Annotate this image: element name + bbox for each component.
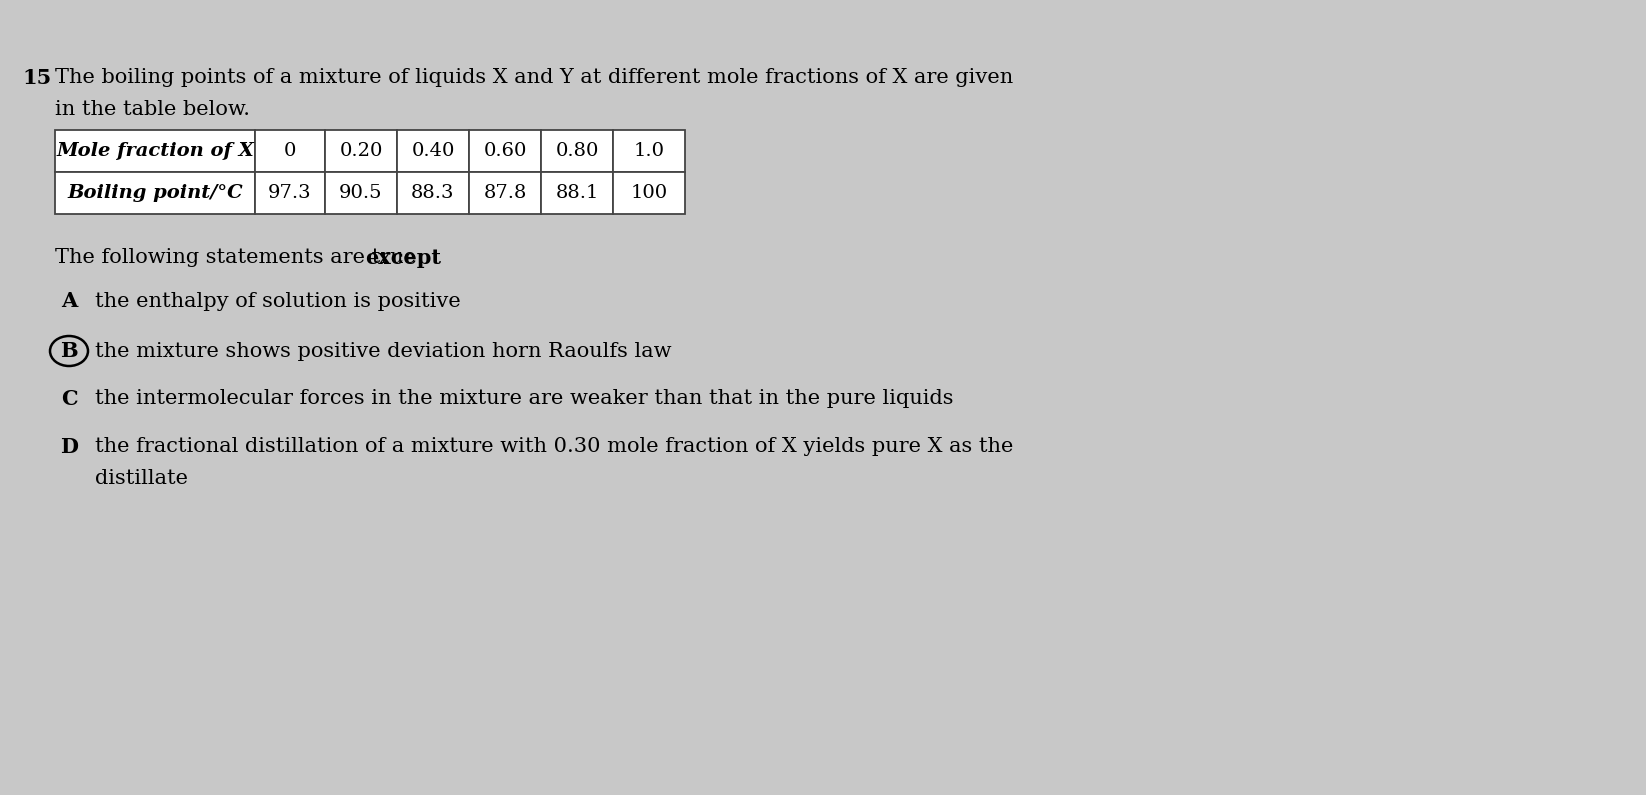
Bar xyxy=(469,130,542,172)
Text: in the table below.: in the table below. xyxy=(54,100,250,119)
Text: 0.60: 0.60 xyxy=(484,142,527,160)
Text: the mixture shows positive deviation horn Raoulfs law: the mixture shows positive deviation hor… xyxy=(95,342,672,360)
Bar xyxy=(469,172,542,214)
Text: The boiling points of a mixture of liquids X and Y at different mole fractions o: The boiling points of a mixture of liqui… xyxy=(54,68,1014,87)
Text: Boiling point/°C: Boiling point/°C xyxy=(67,184,244,202)
Text: 87.8: 87.8 xyxy=(484,184,527,202)
Text: the fractional distillation of a mixture with 0.30 mole fraction of X yields pur: the fractional distillation of a mixture… xyxy=(95,437,1014,456)
Text: C: C xyxy=(61,389,77,409)
Bar xyxy=(54,172,255,214)
Bar xyxy=(255,130,324,172)
Bar xyxy=(612,172,685,214)
Text: D: D xyxy=(59,437,77,457)
Text: 0.40: 0.40 xyxy=(412,142,454,160)
Text: the enthalpy of solution is positive: the enthalpy of solution is positive xyxy=(95,292,461,311)
Bar xyxy=(324,172,397,214)
Bar xyxy=(542,130,612,172)
Bar xyxy=(397,130,469,172)
Text: 88.1: 88.1 xyxy=(555,184,599,202)
Text: 90.5: 90.5 xyxy=(339,184,384,202)
Text: 0: 0 xyxy=(283,142,296,160)
Bar xyxy=(397,172,469,214)
Bar xyxy=(542,172,612,214)
Text: 15: 15 xyxy=(21,68,51,88)
Text: Mole fraction of X: Mole fraction of X xyxy=(56,142,253,160)
Bar xyxy=(324,130,397,172)
Text: 97.3: 97.3 xyxy=(268,184,311,202)
Bar xyxy=(54,130,255,172)
Text: the intermolecular forces in the mixture are weaker than that in the pure liquid: the intermolecular forces in the mixture… xyxy=(95,390,953,409)
Text: 0.20: 0.20 xyxy=(339,142,382,160)
Bar xyxy=(255,172,324,214)
Text: 88.3: 88.3 xyxy=(412,184,454,202)
Text: 100: 100 xyxy=(630,184,668,202)
Text: B: B xyxy=(61,341,77,361)
Text: except: except xyxy=(365,248,441,268)
Text: A: A xyxy=(61,291,77,311)
Text: distillate: distillate xyxy=(95,470,188,488)
Bar xyxy=(612,130,685,172)
Text: 0.80: 0.80 xyxy=(555,142,599,160)
Text: The following statements are true: The following statements are true xyxy=(54,248,423,267)
Text: 1.0: 1.0 xyxy=(634,142,665,160)
